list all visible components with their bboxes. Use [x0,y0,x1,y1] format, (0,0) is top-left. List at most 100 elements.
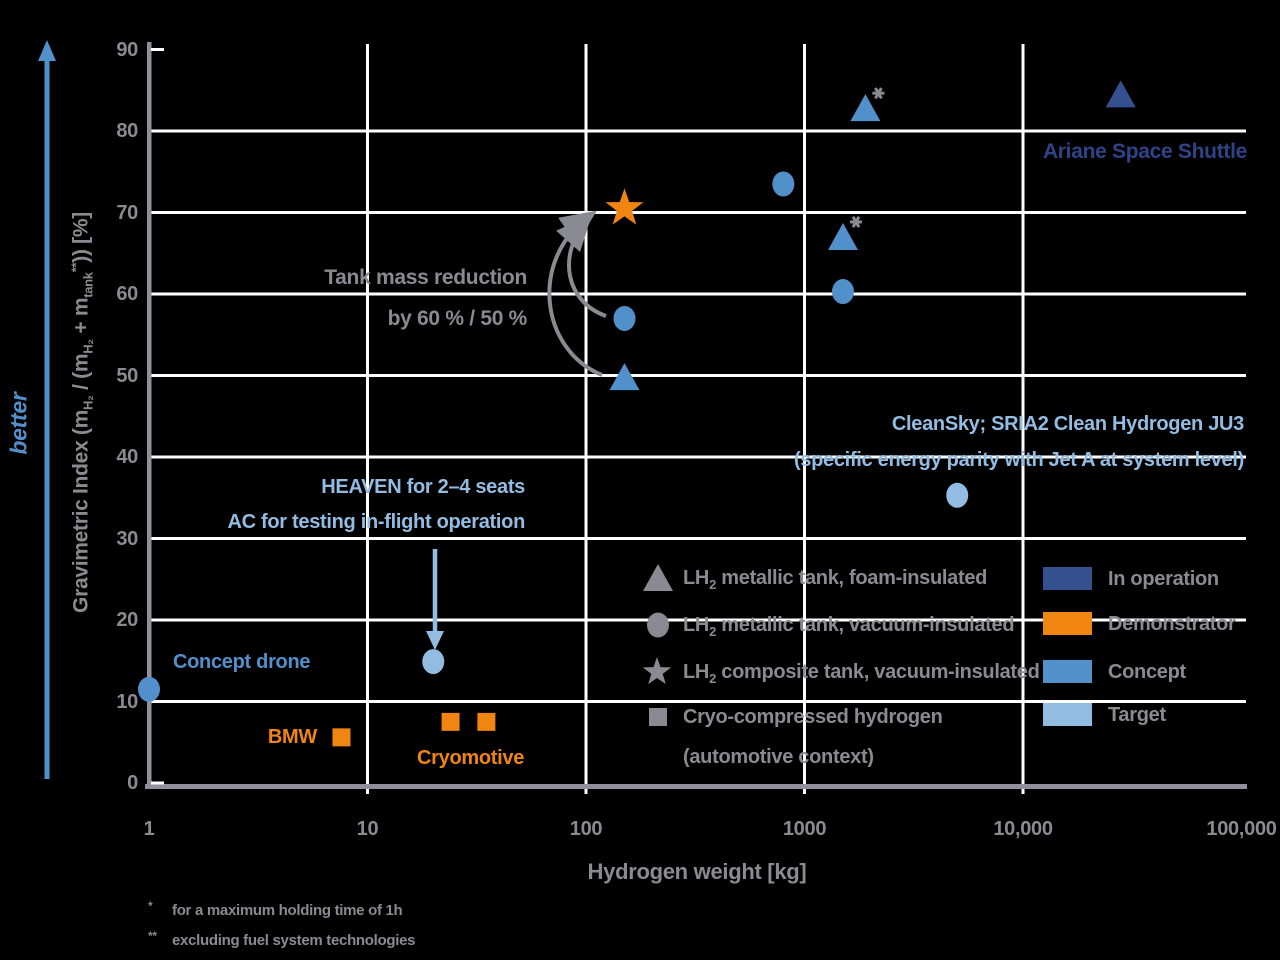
cleansky-label: CleanSky; SRIA2 Clean Hydrogen JU3 (speci… [742,406,1244,478]
x-axis-line [145,784,1247,789]
x-axis-title: Hydrogen weight [kg] [587,859,807,884]
y-title-sub-h2: H₂ [80,339,96,354]
legend-text: (automotive context) [683,746,874,768]
data-point-star [605,188,644,225]
in-operation-label: In operation [1108,568,1219,590]
data-point-square [332,728,351,747]
legend-text: LH [683,661,710,683]
y-tick-label-10: 10 [116,690,138,713]
footnote-2: ** excluding fuel system technologies [148,929,416,949]
heaven-line2: AC for testing in-flight operation [227,511,525,533]
y-tick-label-0: 0 [127,772,138,794]
y-title-sub-h2: H₂ [80,395,96,411]
heaven-arrow-head [426,631,444,650]
data-point-circle [772,171,795,197]
y-tick-label-20: 20 [116,609,138,631]
data-points [138,80,1136,747]
y-title-part: )) [%] [69,212,93,263]
data-point-triangle [850,94,881,122]
legend-star-shape [642,657,672,685]
legend-square-icon [649,708,667,726]
x-tick-label-100,000: 100,000 [1206,818,1277,840]
y-tick-label-70: 70 [116,201,138,224]
y-axis-line [147,42,152,789]
legend-text: LH [683,614,710,636]
footnote-asterisk-marker [849,216,862,228]
legend-item-vacuum-insulated: LH2 metallic tank, vacuum-insulated [683,614,1015,639]
target-swatch [1043,703,1092,726]
footnote-text: for a maximum holding time of 1h [172,902,403,919]
data-point-circle [946,482,969,508]
legend-text: Cryo-compressed hydrogen [683,706,943,728]
data-point-square [477,712,496,731]
x-tick-label-10: 10 [356,818,379,840]
demonstrator-label: Demonstrator [1108,613,1236,635]
target-label: Target [1108,704,1166,726]
footnote-asterisk-marker [872,87,885,100]
concept-label: Concept [1108,661,1186,683]
y-tick-label-80: 80 [116,120,138,142]
data-point-circle [613,305,636,331]
ariane-space-shuttle-label: Ariane Space Shuttle [1042,140,1247,163]
data-point-circle [138,676,160,702]
data-point-triangle [1105,80,1136,108]
tank-mass-reduction-label: Tank mass reduction by 60 % / 50 % [280,257,527,339]
y-title-footnote-marker: ** [68,262,84,273]
bmw-label: BMW [267,726,317,748]
legend-sub: 2 [709,671,716,686]
footnote-marker: ** [148,929,157,943]
y-tick-label-50: 50 [116,364,138,387]
y-tick-0 [151,781,164,785]
tankmass-line2: by 60 % / 50 % [387,307,528,330]
y-title-sub-tank: tank [80,272,96,298]
y-tick-label-90: 90 [116,38,138,61]
legend-item-automotive-context: (automotive context) [683,746,874,769]
x-tick-label-100: 100 [569,818,603,840]
legend-sub: 2 [709,624,716,639]
gridlines [151,44,1246,794]
footnote-marker: * [148,899,153,913]
legend-triangle-icon [643,564,673,591]
demonstrator-swatch [1043,612,1092,635]
heaven-label: HEAVEN for 2–4 seats AC for testing in-fl… [150,470,525,540]
y-axis-title: Gravimetric Index (mH₂ / (mH₂ + mtank**)… [68,33,96,793]
legend-text: composite tank, vacuum-insulated [716,661,1040,683]
y-tick-label-30: 30 [116,527,138,550]
x-tick-label-10,000: 10,000 [993,818,1053,840]
cleansky-line2: (specific energy parity with Jet A at sy… [793,449,1244,471]
cleansky-line1: CleanSky; SRIA2 Clean Hydrogen JU3 [891,413,1244,435]
data-point-triangle [827,222,858,250]
legend-text: LH [683,567,710,589]
data-point-circle [831,279,854,305]
x-tick-label-1000: 1000 [782,818,827,840]
tank-mass-arrow-inner [556,214,607,318]
data-point-circle [422,649,445,675]
y-tick-label-60: 60 [116,283,138,305]
footnote-1: * for a maximum holding time of 1h [148,899,403,919]
concept-swatch [1043,660,1092,683]
cryomotive-label: Cryomotive [417,747,525,769]
concept-drone-label: Concept drone [173,651,311,673]
legend-star-icon [642,657,672,685]
x-tick-label-1: 1 [143,818,155,840]
y-tick-90 [151,48,164,51]
legend-sub: 2 [709,577,716,592]
y-title-part: Gravimetric Index (m [69,410,93,613]
data-point-square [441,712,460,731]
data-point-triangle [609,363,640,391]
in-operation-swatch [1043,567,1092,590]
better-label: better [5,392,32,455]
legend-item-composite-tank: LH2 composite tank, vacuum-insulated [683,661,1040,686]
legend-circle-icon [647,612,669,638]
better-arrow-head [38,40,56,61]
legend-text: metallic tank, vacuum-insulated [716,614,1015,636]
heaven-line1: HEAVEN for 2–4 seats [321,476,525,498]
legend-item-foam-insulated: LH2 metallic tank, foam-insulated [683,567,987,592]
footnote-text: excluding fuel system technologies [172,932,416,949]
legend-text: metallic tank, foam-insulated [716,567,988,589]
y-tick-label-40: 40 [116,446,138,468]
y-title-part: / (m [69,353,93,396]
tankmass-line1: Tank mass reduction [324,266,527,289]
